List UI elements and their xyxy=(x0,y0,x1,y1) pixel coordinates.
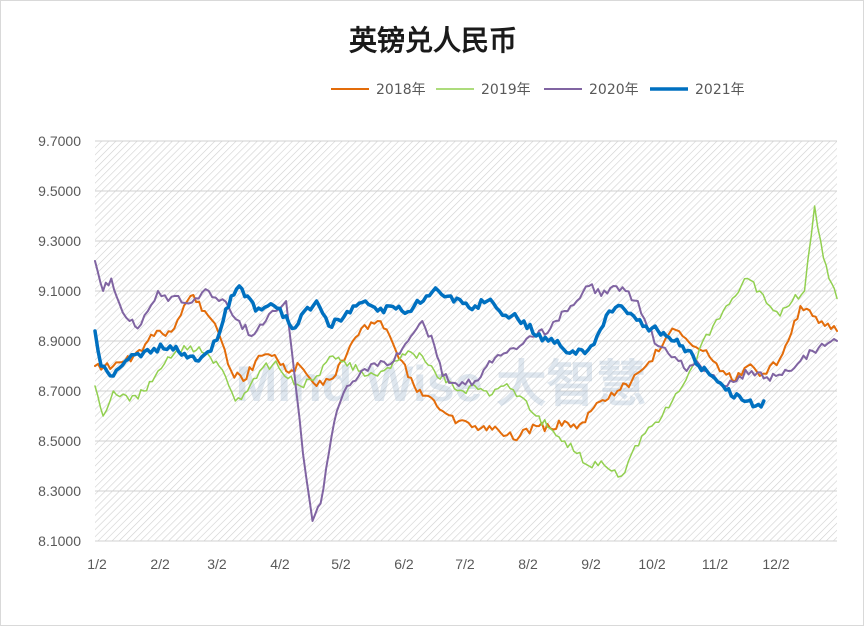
y-tick-label: 9.3000 xyxy=(38,233,81,249)
x-tick-label: 4/2 xyxy=(270,556,290,572)
chart-legend: 2018年 2019年 2020年 2021年 xyxy=(331,82,745,98)
y-axis-tick-labels: 9.7000 9.5000 9.3000 9.1000 8.9000 8.7000 8.50… xyxy=(38,133,81,549)
y-tick-label: 8.7000 xyxy=(38,383,81,399)
y-tick-label: 8.5000 xyxy=(38,433,81,449)
x-tick-label: 2/2 xyxy=(150,556,170,572)
y-tick-label: 8.1000 xyxy=(38,533,81,549)
x-tick-label: 9/2 xyxy=(581,556,601,572)
legend-label: 2021年 xyxy=(695,82,745,98)
legend-label: 2020年 xyxy=(589,82,639,98)
y-tick-label: 8.3000 xyxy=(38,483,81,499)
series-layer xyxy=(93,205,838,522)
x-tick-label: 11/2 xyxy=(702,556,728,572)
x-tick-label: 7/2 xyxy=(455,556,475,572)
x-tick-label: 10/2 xyxy=(638,556,665,572)
y-tick-label: 9.1000 xyxy=(38,283,81,299)
y-tick-label: 9.5000 xyxy=(38,183,81,199)
x-tick-label: 8/2 xyxy=(518,556,538,572)
x-tick-label: 1/2 xyxy=(87,556,107,572)
chart-title: 英镑兑人民币 xyxy=(349,24,517,57)
legend-label: 2019年 xyxy=(481,82,531,98)
y-tick-label: 9.7000 xyxy=(38,133,81,149)
x-tick-label: 3/2 xyxy=(207,556,227,572)
x-tick-label: 5/2 xyxy=(331,556,351,572)
series-line-1 xyxy=(94,205,838,478)
x-axis-tick-labels: 1/2 2/2 3/2 4/2 5/2 6/2 7/2 8/2 9/2 10/2 11/2 12/2 xyxy=(87,556,790,572)
x-tick-label: 12/2 xyxy=(762,556,789,572)
series-line-0 xyxy=(94,294,838,442)
series-line-3 xyxy=(93,284,766,409)
legend-label: 2018年 xyxy=(376,82,426,98)
x-tick-label: 6/2 xyxy=(394,556,414,572)
horizontal-gridlines xyxy=(95,140,837,542)
y-tick-label: 8.9000 xyxy=(38,333,81,349)
